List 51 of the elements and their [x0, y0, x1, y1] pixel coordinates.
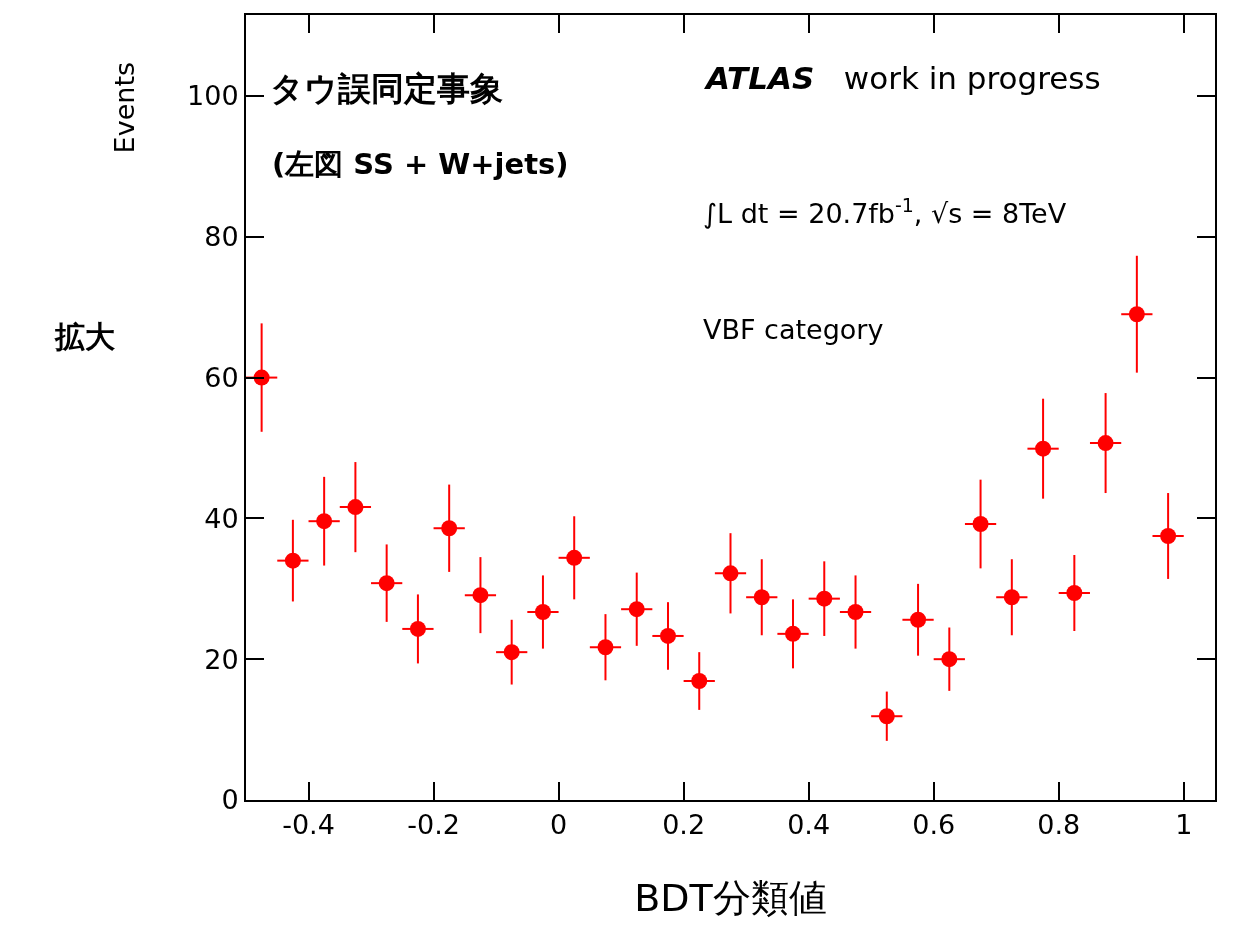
point	[409, 620, 426, 637]
text: タウ誤同定事象	[270, 68, 503, 108]
x-axis-title: BDT分類値	[634, 876, 827, 920]
point	[722, 565, 739, 582]
point	[972, 516, 989, 533]
point	[472, 587, 489, 604]
annotation: VBF category	[703, 314, 884, 345]
y-tick-label: 0	[221, 784, 239, 816]
point	[659, 627, 676, 644]
text: (左図 SS + W+jets)	[272, 147, 569, 181]
point	[1066, 585, 1083, 601]
point	[566, 549, 583, 566]
point	[534, 604, 551, 621]
point	[628, 601, 645, 618]
x-tick-label: 0.8	[1037, 809, 1081, 841]
point	[503, 644, 520, 661]
x-tick-label: 0.6	[912, 809, 956, 841]
point	[785, 625, 802, 642]
point	[847, 604, 864, 621]
y-tick-label: 40	[204, 502, 239, 534]
x-tick-label: -0.4	[282, 809, 335, 841]
point	[441, 520, 458, 537]
annotation: ∫L dt = 20.7fb$^{-1}$, √s = 8TeV	[703, 194, 1067, 230]
point	[691, 673, 708, 690]
point	[597, 639, 614, 656]
y-tick-label: 80	[204, 221, 239, 253]
x-tick-label: 0	[549, 809, 568, 841]
y-tick-label: 60	[204, 362, 239, 394]
x-tick-label: 0.4	[787, 809, 831, 841]
point	[1160, 527, 1177, 544]
point	[753, 589, 770, 606]
point	[910, 611, 927, 628]
point	[378, 575, 395, 592]
point	[1003, 589, 1020, 606]
point	[347, 499, 364, 516]
point	[816, 590, 833, 607]
point	[878, 708, 895, 725]
x-tick-label: -0.2	[407, 809, 460, 841]
point	[941, 651, 958, 668]
point	[1035, 440, 1052, 457]
y-axis-title: Events	[109, 61, 141, 154]
x-tick-label: 1	[1175, 809, 1193, 841]
y-tick-label: 20	[204, 643, 239, 675]
y-tick-label: 100	[187, 80, 239, 112]
text: 拡大	[54, 319, 116, 354]
point	[1128, 306, 1145, 323]
point	[284, 552, 301, 569]
point	[1097, 435, 1114, 452]
annotation: ATLAS work in progress	[703, 60, 1101, 96]
point	[316, 513, 333, 530]
x-tick-label: 0.2	[662, 809, 706, 841]
